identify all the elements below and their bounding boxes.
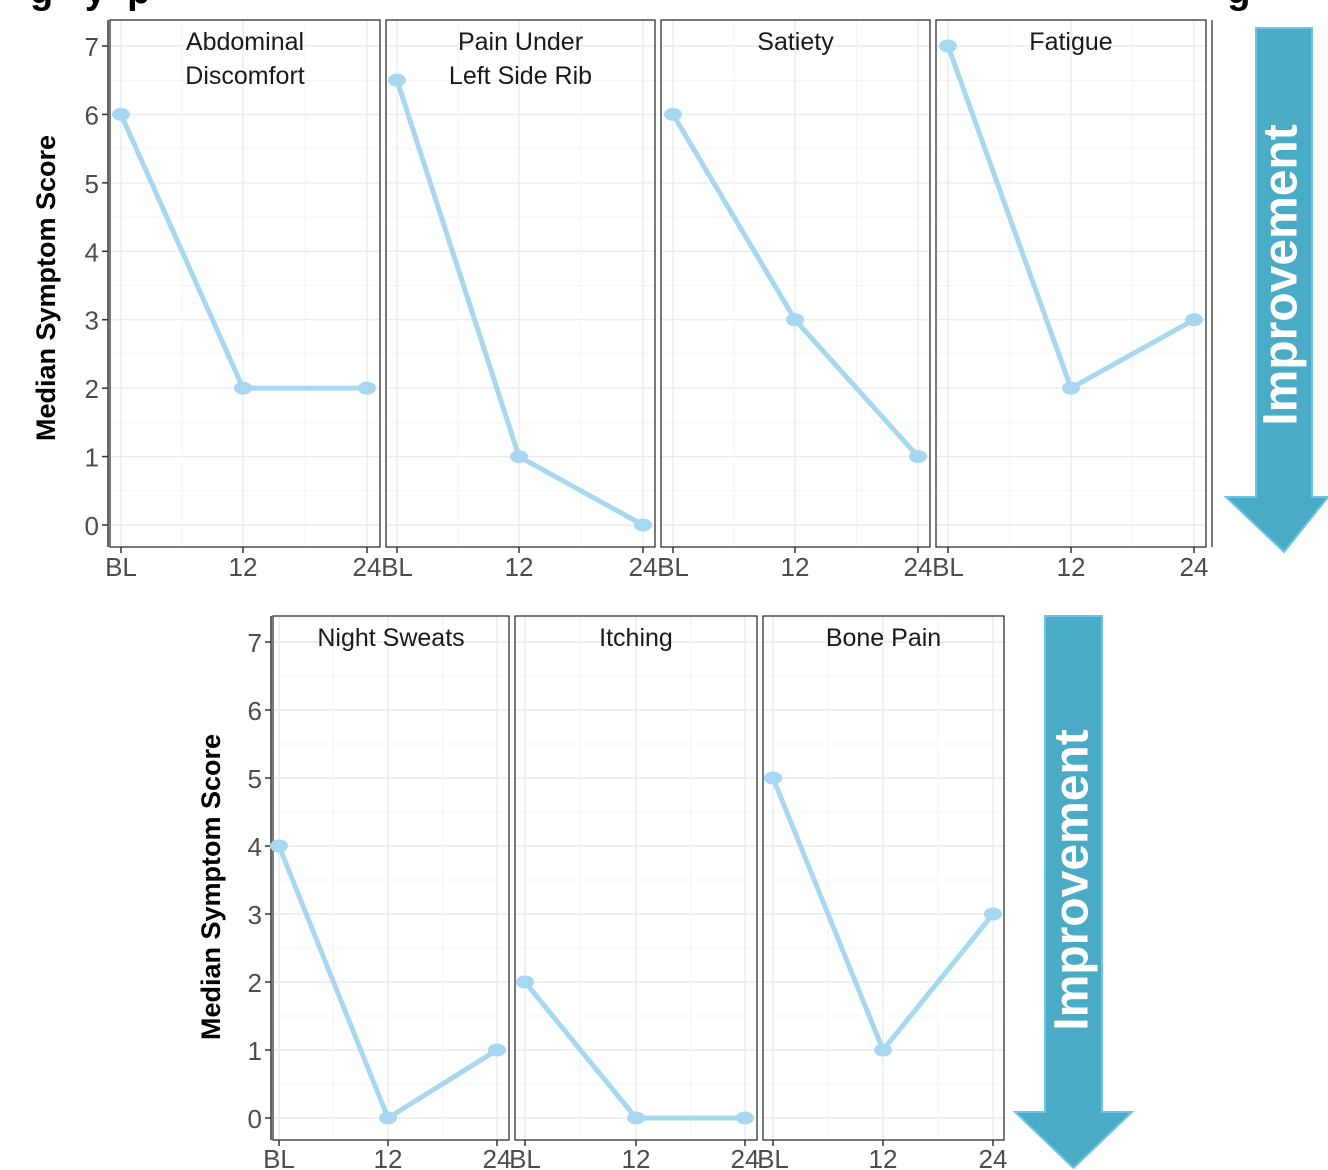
data-point xyxy=(909,450,927,464)
y-tick-label: 2 xyxy=(85,374,99,404)
y-tick-label: 7 xyxy=(248,628,262,658)
x-tick-label: 12 xyxy=(622,1144,651,1170)
data-point xyxy=(764,771,782,785)
panel-1: Night Sweats BL 12 24 xyxy=(263,615,512,1170)
data-point xyxy=(112,107,130,121)
data-point xyxy=(388,73,406,87)
improvement-arrow-icon xyxy=(1223,27,1328,554)
data-point xyxy=(664,107,682,121)
data-point xyxy=(627,1111,645,1125)
panel-border xyxy=(385,19,656,548)
y-tick-label: 0 xyxy=(248,1104,262,1134)
panel-2: Itching BL 12 24 xyxy=(509,615,760,1170)
panel-title: Fatigue xyxy=(1029,28,1112,56)
data-point xyxy=(488,1043,506,1057)
y-tick-label: 1 xyxy=(85,443,99,473)
panel-2: Pain Under Left Side Rib BL 12 24 xyxy=(381,19,658,582)
x-tick-label: 24 xyxy=(353,552,382,582)
panel-title: Itching xyxy=(599,624,673,652)
x-tick-label: BL xyxy=(932,552,964,582)
panel-title: Satiety xyxy=(757,28,834,56)
y-tick-label: 4 xyxy=(248,832,262,862)
y-tick-label: 3 xyxy=(85,306,99,336)
y-axis-label: Median Symptom Score xyxy=(31,135,61,441)
data-point xyxy=(1185,313,1203,327)
data-point xyxy=(736,1111,754,1125)
panel-title: Bone Pain xyxy=(826,624,941,652)
data-point xyxy=(270,839,288,853)
y-tick-label: 7 xyxy=(85,32,99,62)
figure-title-fragment: g y p g xyxy=(30,0,1250,13)
data-point xyxy=(234,381,252,395)
y-tick-label: 6 xyxy=(85,100,99,130)
data-point xyxy=(510,450,528,464)
improvement-arrow-icon xyxy=(1012,615,1135,1170)
data-point xyxy=(634,518,652,532)
x-tick-label: 12 xyxy=(229,552,258,582)
y-tick-label: 5 xyxy=(248,764,262,794)
panel-border xyxy=(109,19,381,548)
x-tick-label: 12 xyxy=(505,552,534,582)
panel-3: Bone Pain BL 12 24 xyxy=(757,615,1008,1170)
panel-border xyxy=(272,615,510,1141)
x-tick-label: 12 xyxy=(1057,552,1086,582)
x-tick-label: BL xyxy=(509,1144,541,1170)
data-point xyxy=(379,1111,397,1125)
y-tick-label: 6 xyxy=(248,696,262,726)
x-tick-label: 24 xyxy=(483,1144,512,1170)
x-tick-label: 24 xyxy=(629,552,658,582)
x-tick-label: 24 xyxy=(979,1144,1008,1170)
x-tick-label: BL xyxy=(757,1144,789,1170)
panel-1: Abdominal Discomfort BL 12 24 xyxy=(105,19,382,582)
panel-title: Night Sweats xyxy=(317,624,464,652)
x-tick-label: 24 xyxy=(731,1144,760,1170)
x-tick-label: 12 xyxy=(781,552,810,582)
improvement-label: Improvement xyxy=(1255,124,1308,425)
x-tick-label: BL xyxy=(381,552,413,582)
data-point xyxy=(786,313,804,327)
data-point xyxy=(516,975,534,989)
panel-title: Left Side Rib xyxy=(449,62,592,90)
y-tick-label: 2 xyxy=(248,968,262,998)
data-point xyxy=(1062,381,1080,395)
y-tick-label: 3 xyxy=(248,900,262,930)
x-tick-label: BL xyxy=(105,552,137,582)
panel-title: Discomfort xyxy=(185,62,305,90)
x-tick-label: 12 xyxy=(374,1144,403,1170)
data-point xyxy=(358,381,376,395)
data-point xyxy=(874,1043,892,1057)
improvement-label: Improvement xyxy=(1046,729,1099,1030)
y-tick-label: 0 xyxy=(85,511,99,541)
x-tick-label: 24 xyxy=(904,552,933,582)
y-tick-label: 5 xyxy=(85,169,99,199)
panel-title: Abdominal xyxy=(186,28,304,56)
panel-3: Satiety BL 12 24 xyxy=(657,19,933,582)
x-tick-label: 12 xyxy=(869,1144,898,1170)
panel-4: Fatigue BL 12 24 xyxy=(932,19,1209,582)
y-tick-label: 4 xyxy=(85,237,99,267)
x-tick-label: BL xyxy=(657,552,689,582)
data-point xyxy=(939,39,957,53)
y-axis-label: Median Symptom Score xyxy=(196,734,226,1040)
data-point xyxy=(984,907,1002,921)
panel-title: Pain Under xyxy=(458,28,583,56)
x-tick-label: 24 xyxy=(1180,552,1209,582)
x-tick-label: BL xyxy=(263,1144,295,1170)
y-tick-label: 1 xyxy=(248,1036,262,1066)
